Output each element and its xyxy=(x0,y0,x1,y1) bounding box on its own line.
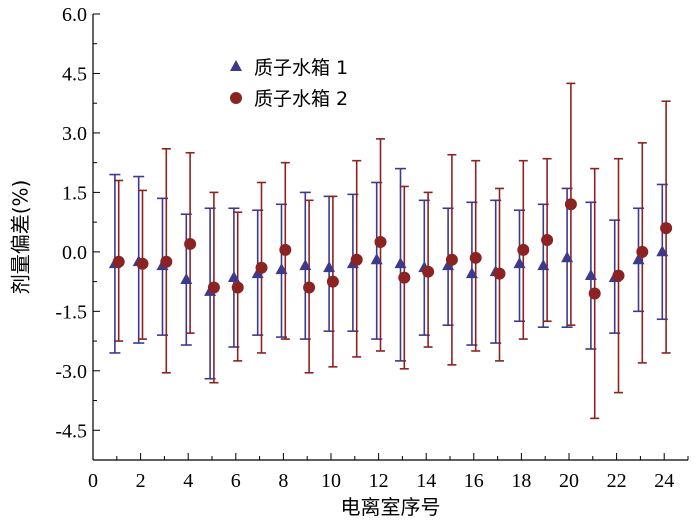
point-circle xyxy=(660,222,673,235)
legend-marker-triangle xyxy=(230,60,242,71)
point-triangle xyxy=(275,263,288,275)
x-tick-label: 18 xyxy=(511,470,531,492)
x-tick-label: 8 xyxy=(278,470,288,492)
point-circle xyxy=(326,275,339,288)
point-circle xyxy=(493,267,506,280)
legend-marker-circle xyxy=(230,92,242,104)
point-triangle xyxy=(442,259,455,271)
x-tick-label: 16 xyxy=(464,470,484,492)
point-circle xyxy=(112,255,125,268)
point-triangle xyxy=(513,257,526,269)
point-triangle xyxy=(465,267,478,279)
x-tick-label: 22 xyxy=(607,470,627,492)
axes-layer: 0 2 4 6 8 10 12 14 16 18 20 22 24-4.5-3.0-1.50.01.53… xyxy=(55,4,689,492)
point-triangle xyxy=(323,261,336,273)
x-tick-label: 20 xyxy=(559,470,579,492)
point-circle xyxy=(255,261,268,274)
legend-label-series-2: 质子水箱 2 xyxy=(254,88,348,110)
y-axis-label: 剂量偏差(%) xyxy=(9,180,33,295)
x-tick-label: 6 xyxy=(231,470,241,492)
point-circle xyxy=(231,281,244,294)
y-tick-label: 6.0 xyxy=(62,4,87,26)
point-triangle xyxy=(656,245,669,257)
x-tick-label: 0 xyxy=(88,470,98,492)
point-circle xyxy=(136,257,149,270)
point-circle xyxy=(636,245,649,258)
point-circle xyxy=(207,281,220,294)
point-triangle xyxy=(227,271,240,283)
point-circle xyxy=(303,281,316,294)
legend: 质子水箱 1 质子水箱 2 xyxy=(230,57,348,110)
x-tick-label: 12 xyxy=(369,470,389,492)
y-tick-label: -4.5 xyxy=(55,420,87,442)
point-circle xyxy=(564,198,577,211)
point-triangle xyxy=(180,273,193,285)
x-tick-label: 4 xyxy=(183,470,193,492)
point-triangle xyxy=(394,257,407,269)
point-circle xyxy=(422,265,435,278)
point-circle xyxy=(160,255,173,268)
point-triangle xyxy=(632,253,645,265)
x-axis-label: 电离室序号 xyxy=(341,495,441,519)
y-tick-label: 1.5 xyxy=(62,182,87,204)
point-circle xyxy=(445,253,458,266)
point-circle xyxy=(279,243,292,256)
point-circle xyxy=(398,271,411,284)
x-tick-label: 2 xyxy=(136,470,146,492)
x-tick-label: 24 xyxy=(654,470,674,492)
point-circle xyxy=(588,287,601,300)
x-tick-label: 14 xyxy=(416,470,436,492)
legend-label-series-1: 质子水箱 1 xyxy=(254,57,348,79)
point-triangle xyxy=(537,259,550,271)
point-circle xyxy=(541,233,554,246)
point-circle xyxy=(184,237,197,250)
point-circle xyxy=(374,235,387,248)
point-triangle xyxy=(370,253,383,265)
y-tick-label: 0.0 xyxy=(62,242,87,264)
y-tick-label: -1.5 xyxy=(55,301,87,323)
point-triangle xyxy=(251,267,264,279)
x-tick-label: 10 xyxy=(321,470,341,492)
y-tick-label: 4.5 xyxy=(62,63,87,85)
y-tick-label: 3.0 xyxy=(62,123,87,145)
point-triangle xyxy=(584,269,597,281)
point-circle xyxy=(517,243,530,256)
point-triangle xyxy=(561,251,574,263)
point-circle xyxy=(350,253,363,266)
y-tick-label: -3.0 xyxy=(55,361,87,383)
error-bars-layer xyxy=(109,82,671,420)
point-circle xyxy=(469,251,482,264)
markers-layer xyxy=(108,198,673,300)
point-triangle xyxy=(299,259,312,271)
point-circle xyxy=(612,269,625,282)
